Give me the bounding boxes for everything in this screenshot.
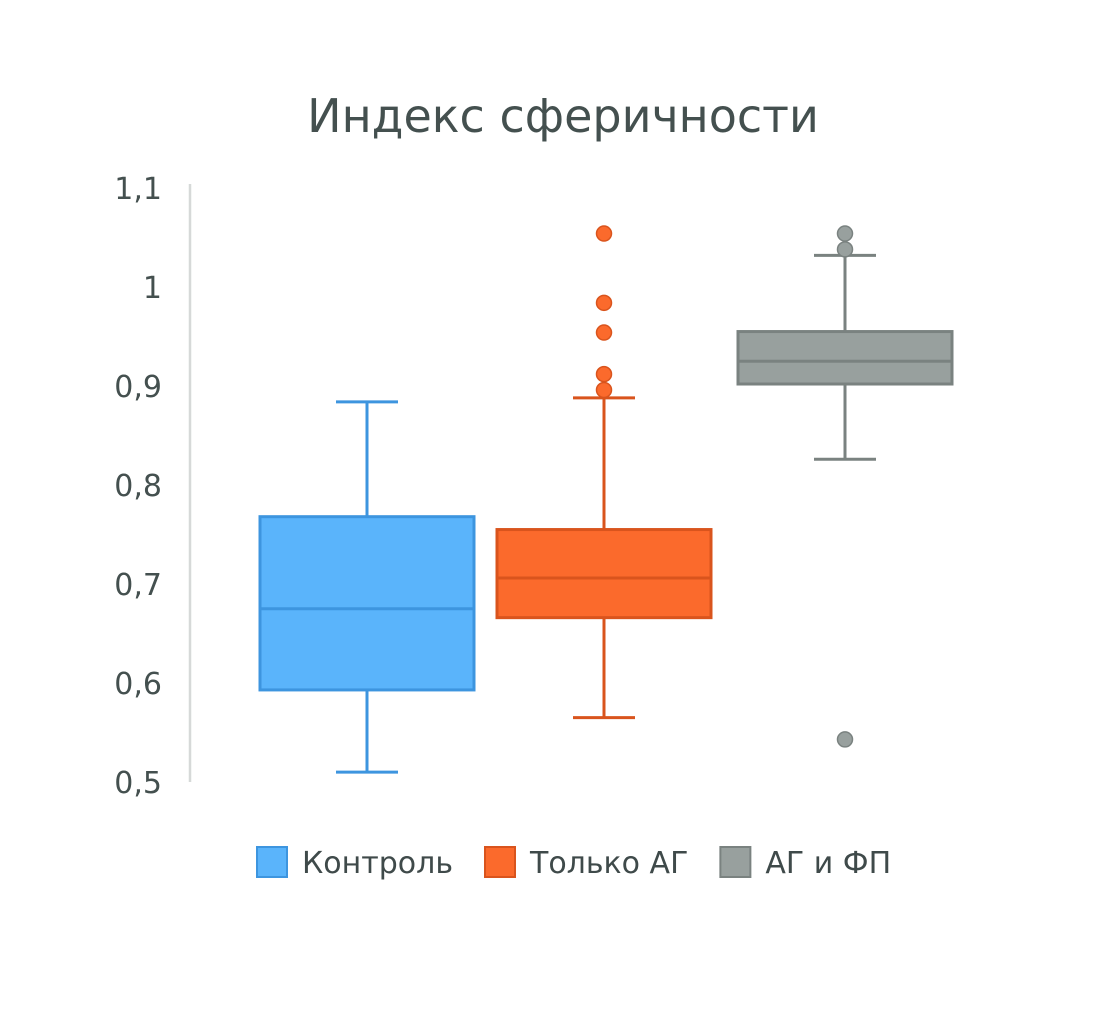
legend-item: АГ и ФП	[719, 846, 891, 881]
y-tick-label: 0,5	[114, 766, 162, 801]
outlier-point	[836, 225, 854, 242]
legend-label: АГ и ФП	[765, 846, 891, 881]
legend: Контроль Только АГ АГ и ФП	[256, 846, 891, 881]
y-tick-label: 1,1	[114, 172, 162, 207]
legend-label: Только АГ	[529, 846, 688, 881]
y-tick-label: 0,8	[114, 469, 162, 504]
outlier-point	[595, 381, 613, 399]
box-group	[736, 225, 954, 748]
outlier-point	[595, 294, 613, 312]
outlier-point	[836, 731, 854, 748]
iqr-box	[736, 330, 954, 386]
y-tick-label: 0,6	[114, 667, 162, 702]
legend-swatch	[256, 846, 288, 878]
legend-item: Только АГ	[484, 846, 688, 881]
outlier-point	[836, 241, 854, 258]
legend-label: Контроль	[302, 846, 453, 881]
outlier-point	[595, 324, 613, 341]
box-group	[495, 225, 713, 720]
legend-item: Контроль	[256, 846, 453, 881]
legend-swatch	[719, 846, 752, 878]
outlier-point	[595, 225, 613, 242]
y-tick-label: 0,7	[114, 568, 162, 603]
outlier-point	[595, 365, 613, 383]
y-tick-label: 1	[143, 271, 162, 306]
box-group	[258, 400, 476, 774]
plot-area	[258, 225, 954, 774]
y-tick-label: 0,9	[114, 370, 162, 405]
y-axis: 0,5 0,6 0,7 0,8 0,9 1 1,1	[114, 172, 192, 801]
iqr-box	[495, 528, 713, 620]
legend-swatch	[484, 846, 516, 878]
chart-title: Индекс сферичности	[307, 89, 819, 143]
iqr-box	[258, 515, 476, 692]
